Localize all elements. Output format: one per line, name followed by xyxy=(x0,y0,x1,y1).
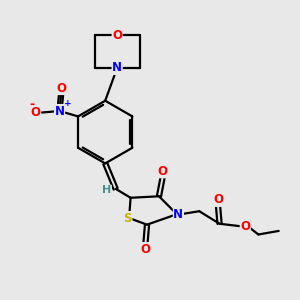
Text: O: O xyxy=(112,28,122,41)
Text: +: + xyxy=(64,99,72,108)
Text: O: O xyxy=(140,243,151,256)
Text: O: O xyxy=(240,220,250,232)
Text: H: H xyxy=(102,185,111,195)
Text: O: O xyxy=(158,165,167,178)
Text: -: - xyxy=(29,98,34,111)
Text: S: S xyxy=(123,212,132,225)
Text: O: O xyxy=(213,194,223,206)
Text: N: N xyxy=(55,104,64,118)
Text: O: O xyxy=(56,82,66,94)
Text: O: O xyxy=(31,106,41,119)
Text: N: N xyxy=(112,61,122,74)
Text: N: N xyxy=(173,208,183,221)
